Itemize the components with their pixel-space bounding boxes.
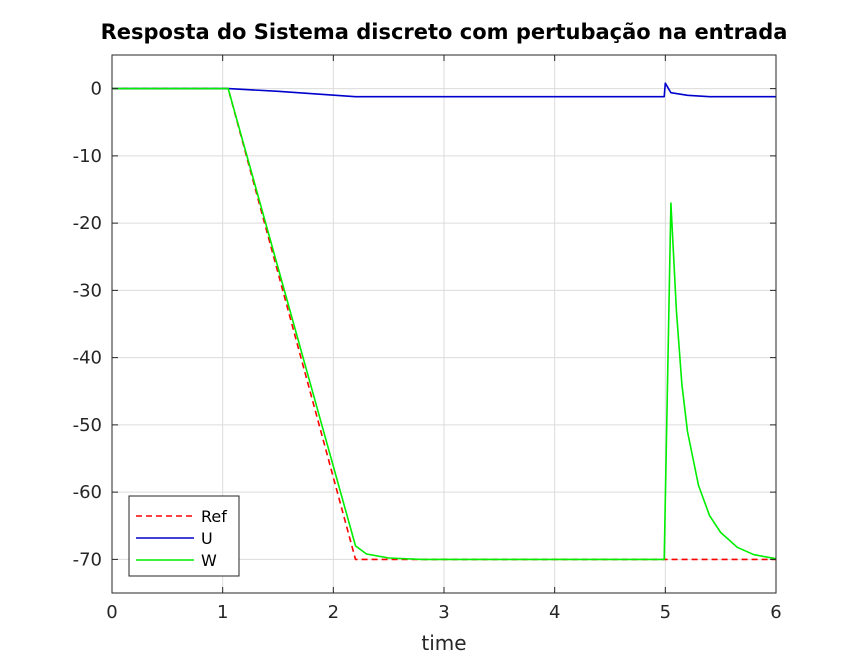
x-tick-label: 6: [770, 602, 781, 623]
x-tick-label: 3: [438, 602, 449, 623]
x-axis-label: time: [421, 631, 466, 655]
y-tick-label: -60: [73, 482, 102, 503]
y-tick-label: -10: [73, 146, 102, 167]
y-tick-label: -20: [73, 213, 102, 234]
legend: Ref UW: [128, 495, 240, 577]
x-tick-label: 2: [328, 602, 339, 623]
series-line-w: [112, 87, 777, 561]
legend-box: [128, 495, 240, 577]
chart-title: Resposta do Sistema discreto com pertuba…: [101, 20, 788, 44]
y-tick-label: -70: [73, 549, 102, 570]
y-tick-label: -40: [73, 348, 102, 369]
legend-label: U: [201, 529, 213, 548]
ticks: 0 1 2 3 4 5 6 0 -10 -20 -30 -40 -50 -60 -70: [73, 55, 782, 623]
y-tick-label: 0: [91, 79, 102, 100]
y-tick-label: -50: [73, 415, 102, 436]
y-tick-label: -30: [73, 280, 102, 301]
x-tick-label: 1: [217, 602, 228, 623]
x-tick-label: 0: [106, 602, 117, 623]
x-tick-label: 4: [549, 602, 560, 623]
series-layer: [112, 82, 777, 561]
x-tick-label: 5: [660, 602, 671, 623]
legend-label: Ref: [201, 507, 227, 526]
legend-label: W: [201, 551, 217, 570]
series-line-u: [112, 82, 776, 98]
